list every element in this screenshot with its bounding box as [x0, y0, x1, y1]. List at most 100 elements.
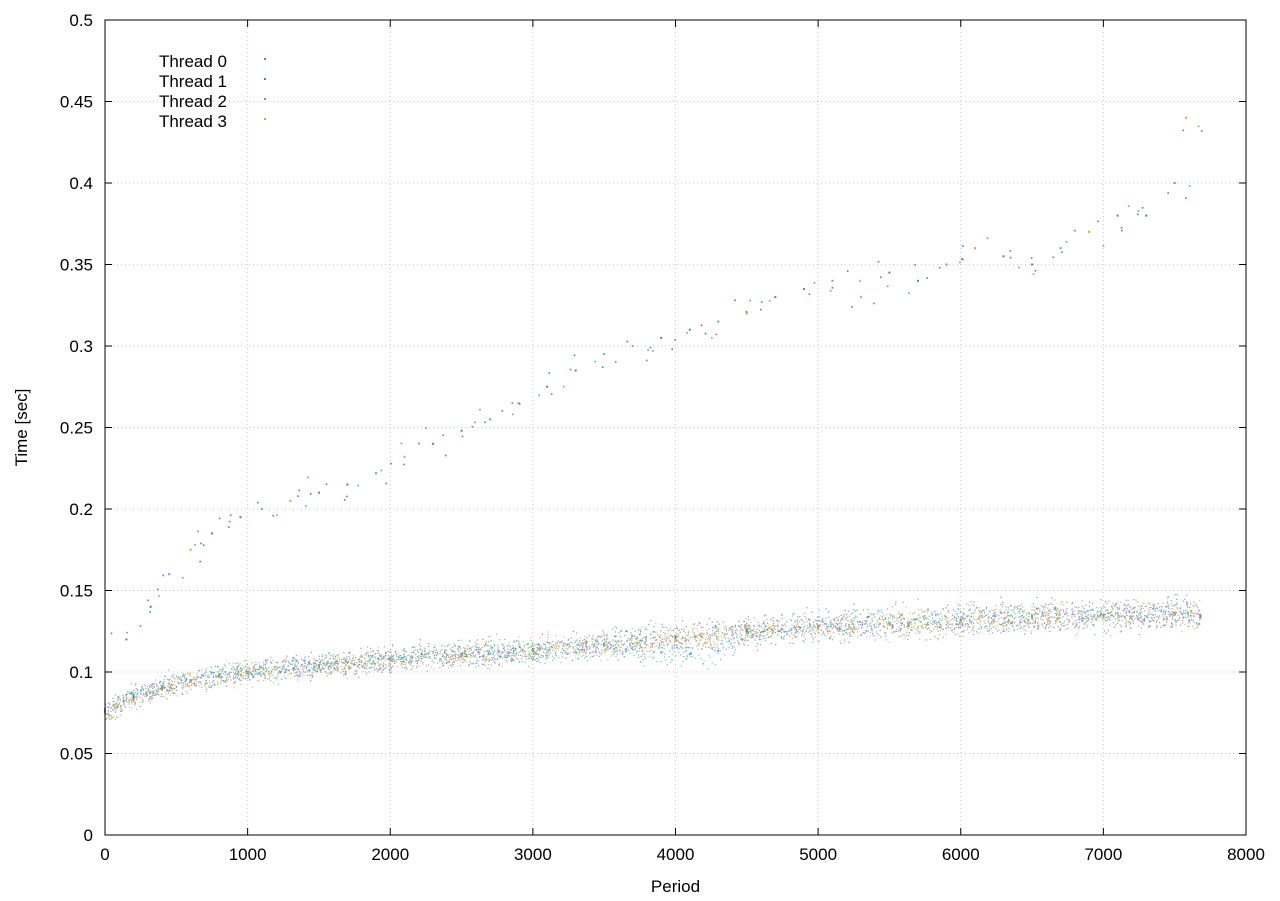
data-point	[184, 681, 185, 682]
data-point	[298, 676, 299, 677]
data-point	[1144, 610, 1145, 611]
data-point	[847, 616, 848, 617]
data-point	[639, 650, 640, 651]
data-point	[547, 642, 548, 643]
data-point	[265, 660, 266, 661]
data-point	[764, 623, 765, 624]
data-point	[229, 676, 230, 677]
data-point	[482, 647, 483, 648]
data-point	[392, 656, 393, 657]
data-point	[1062, 601, 1063, 602]
data-point	[535, 644, 536, 645]
data-point	[507, 649, 508, 650]
data-point	[984, 627, 985, 628]
data-point	[572, 646, 573, 647]
data-point	[469, 640, 470, 641]
data-point	[593, 639, 594, 640]
data-point	[1168, 614, 1169, 615]
data-point	[150, 687, 151, 688]
data-point	[456, 657, 457, 658]
data-point	[913, 627, 914, 628]
data-point	[666, 636, 667, 637]
data-point	[1086, 616, 1087, 617]
data-point	[876, 633, 877, 634]
data-point	[1059, 613, 1060, 614]
data-point	[519, 646, 520, 647]
data-point	[586, 650, 587, 651]
data-point	[812, 636, 813, 637]
data-point	[989, 630, 990, 631]
data-point	[836, 623, 837, 624]
data-point	[851, 635, 852, 636]
data-point	[584, 651, 585, 652]
data-point	[929, 630, 930, 631]
data-point	[937, 614, 938, 615]
data-point	[321, 670, 322, 671]
data-point	[953, 632, 954, 633]
data-point	[390, 652, 391, 653]
data-point	[1187, 616, 1188, 617]
data-point	[838, 628, 839, 629]
data-point	[457, 654, 458, 655]
data-point	[357, 666, 358, 667]
data-point	[1034, 614, 1035, 615]
data-point	[986, 608, 987, 609]
data-point	[797, 631, 798, 632]
data-point	[343, 652, 344, 653]
data-point	[334, 669, 335, 670]
data-point	[813, 624, 814, 625]
data-point	[715, 643, 716, 644]
data-point	[950, 619, 951, 620]
data-point	[1042, 612, 1043, 613]
data-point	[116, 702, 117, 703]
data-point	[274, 668, 275, 669]
data-point	[183, 685, 184, 686]
data-point	[920, 621, 921, 622]
data-point	[824, 623, 825, 624]
data-point	[400, 659, 401, 660]
data-point	[737, 640, 738, 641]
data-point	[947, 626, 948, 627]
data-point	[1050, 626, 1051, 627]
data-point	[458, 647, 459, 648]
data-point	[503, 652, 504, 653]
data-point	[320, 661, 321, 662]
data-point	[207, 676, 208, 677]
data-point	[914, 623, 915, 624]
data-point	[686, 639, 687, 640]
data-point	[1085, 612, 1086, 613]
data-point	[549, 654, 550, 655]
data-point	[800, 630, 801, 631]
data-point	[453, 650, 454, 651]
data-point	[992, 632, 993, 633]
data-point	[326, 672, 327, 673]
data-point	[771, 627, 772, 628]
data-point	[789, 630, 790, 631]
data-point	[494, 644, 495, 645]
data-point	[789, 643, 790, 644]
data-point	[731, 631, 732, 632]
data-point	[1041, 616, 1042, 617]
data-point	[937, 625, 938, 626]
data-point	[524, 654, 525, 655]
data-point	[333, 659, 334, 660]
data-point	[537, 644, 538, 645]
data-point	[817, 624, 818, 625]
data-point	[1006, 609, 1007, 610]
data-point	[989, 610, 990, 611]
data-point	[688, 639, 689, 640]
data-point	[624, 643, 625, 644]
data-point	[948, 611, 949, 612]
data-point	[345, 672, 346, 673]
data-point	[1024, 610, 1025, 611]
data-point	[853, 609, 854, 610]
data-point	[539, 644, 540, 645]
data-point	[211, 670, 212, 671]
data-point	[822, 618, 823, 619]
data-point	[1014, 607, 1015, 608]
data-point	[1194, 606, 1195, 607]
data-point	[879, 624, 880, 625]
data-point	[1017, 608, 1018, 609]
data-point	[1194, 616, 1195, 617]
